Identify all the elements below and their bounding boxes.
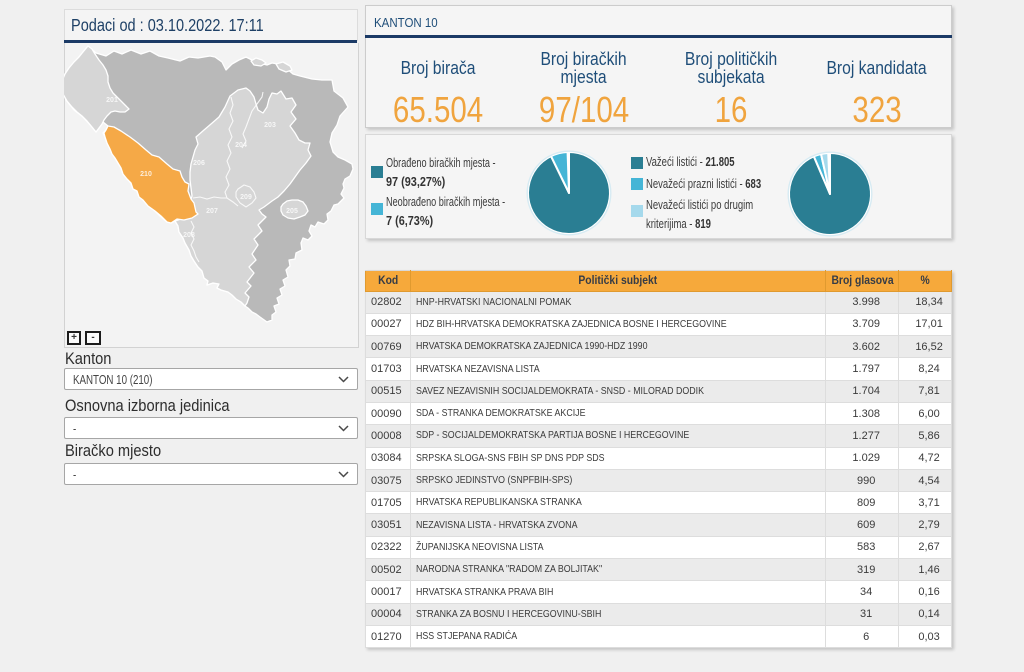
svg-text:209: 209 xyxy=(240,194,252,201)
svg-text:204: 204 xyxy=(235,142,247,149)
svg-text:206: 206 xyxy=(193,160,205,167)
svg-text:205: 205 xyxy=(286,208,298,215)
svg-text:210: 210 xyxy=(140,171,152,178)
svg-text:201: 201 xyxy=(106,97,118,104)
svg-text:207: 207 xyxy=(206,208,218,215)
svg-text:208: 208 xyxy=(183,232,195,239)
svg-text:203: 203 xyxy=(264,122,276,129)
